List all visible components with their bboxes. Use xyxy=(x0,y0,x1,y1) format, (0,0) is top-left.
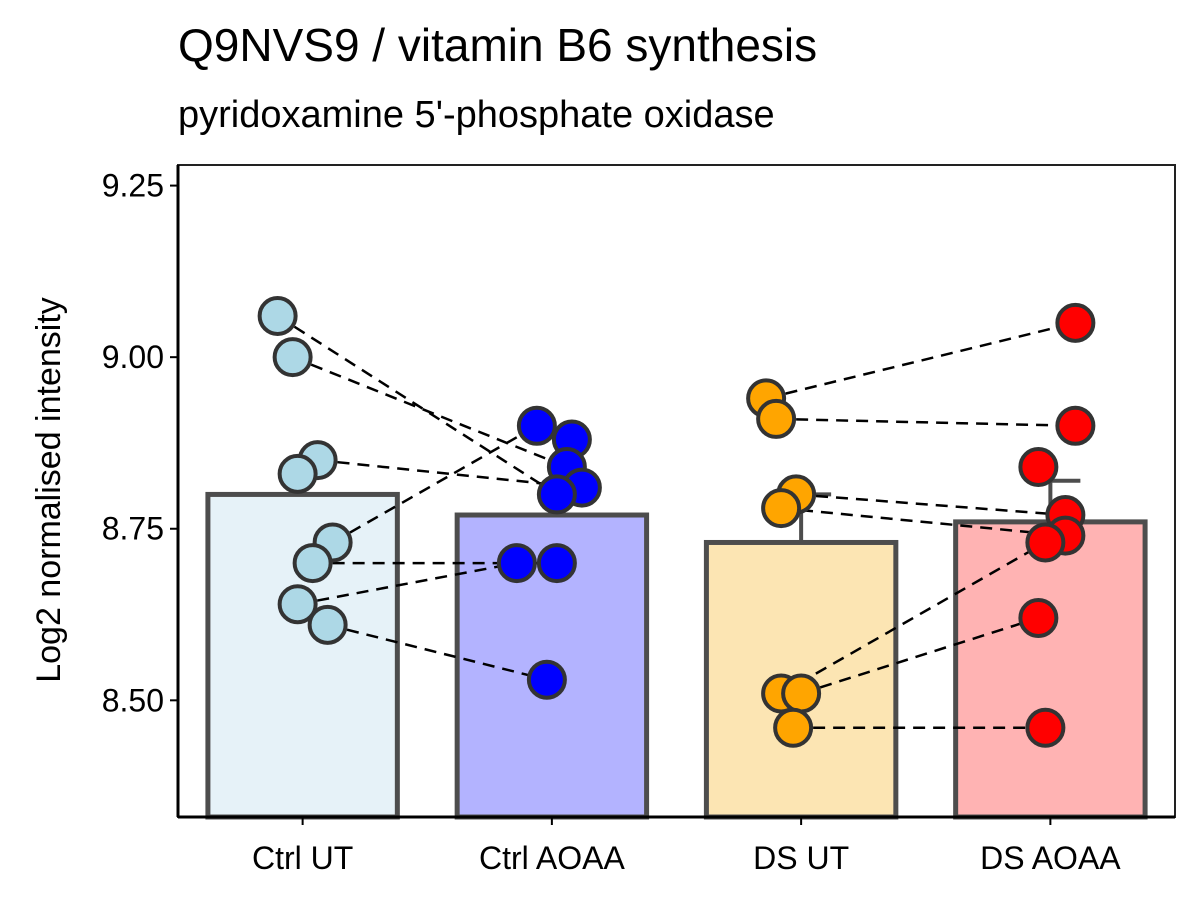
point-3-7 xyxy=(1025,707,1066,748)
chart-subtitle: pyridoxamine 5'-phosphate oxidase xyxy=(178,94,775,136)
point-0-7 xyxy=(307,604,348,645)
point-0-0 xyxy=(257,295,298,336)
pair-line-2 xyxy=(317,458,583,489)
bars-layer xyxy=(205,451,1148,820)
pair-line-6 xyxy=(327,623,548,681)
y-axis-title: Log2 normalised intensity xyxy=(30,297,68,683)
x-tick-label-3: DS AOAA xyxy=(980,840,1121,876)
point-3-5 xyxy=(1025,522,1066,563)
point-0-1 xyxy=(272,337,313,378)
pair-line-9 xyxy=(796,493,1066,517)
bar-3 xyxy=(953,519,1148,820)
points-layer xyxy=(257,295,1096,748)
point-0-5 xyxy=(292,543,333,584)
x-tick-label-1: Ctrl AOAA xyxy=(479,840,625,876)
pair-line-5 xyxy=(297,561,518,606)
point-2-5 xyxy=(781,673,822,714)
bar-0 xyxy=(205,491,400,820)
point-0-6 xyxy=(277,584,318,625)
pair-lines-layer xyxy=(276,314,1076,730)
y-tick-label-0: 8.50 xyxy=(102,682,164,718)
x-tick-label-0: Ctrl UT xyxy=(252,840,353,876)
pair-line-7 xyxy=(765,321,1076,400)
point-2-6 xyxy=(773,707,814,748)
y-tick-label-1: 8.75 xyxy=(102,511,164,547)
pair-line-11 xyxy=(780,541,1046,695)
chart-title: Q9NVS9 / vitamin B6 synthesis xyxy=(178,19,818,71)
pair-line-10 xyxy=(781,506,1066,537)
point-2-3 xyxy=(761,488,802,529)
y-tick-label-2: 9.00 xyxy=(102,339,164,375)
pair-line-8 xyxy=(776,417,1076,428)
point-2-1 xyxy=(756,398,797,439)
point-3-6 xyxy=(1018,597,1059,638)
point-1-0 xyxy=(516,405,557,446)
axes-layer: 8.50 8.75 9.00 9.25 Ctrl UT Ctrl AOAA DS UT DS … xyxy=(102,165,1175,876)
x-tick-label-2: DS UT xyxy=(753,840,849,876)
point-3-1 xyxy=(1055,405,1096,446)
point-3-2 xyxy=(1018,446,1059,487)
pair-line-1 xyxy=(292,356,568,469)
point-0-3 xyxy=(277,453,318,494)
point-1-5 xyxy=(496,543,537,584)
pair-line-12 xyxy=(800,616,1039,695)
y-tick-label-3: 9.25 xyxy=(102,168,164,204)
point-1-6 xyxy=(536,543,577,584)
point-1-7 xyxy=(526,659,567,700)
point-1-4 xyxy=(536,474,577,515)
pair-line-0 xyxy=(276,314,558,496)
point-3-0 xyxy=(1055,302,1096,343)
